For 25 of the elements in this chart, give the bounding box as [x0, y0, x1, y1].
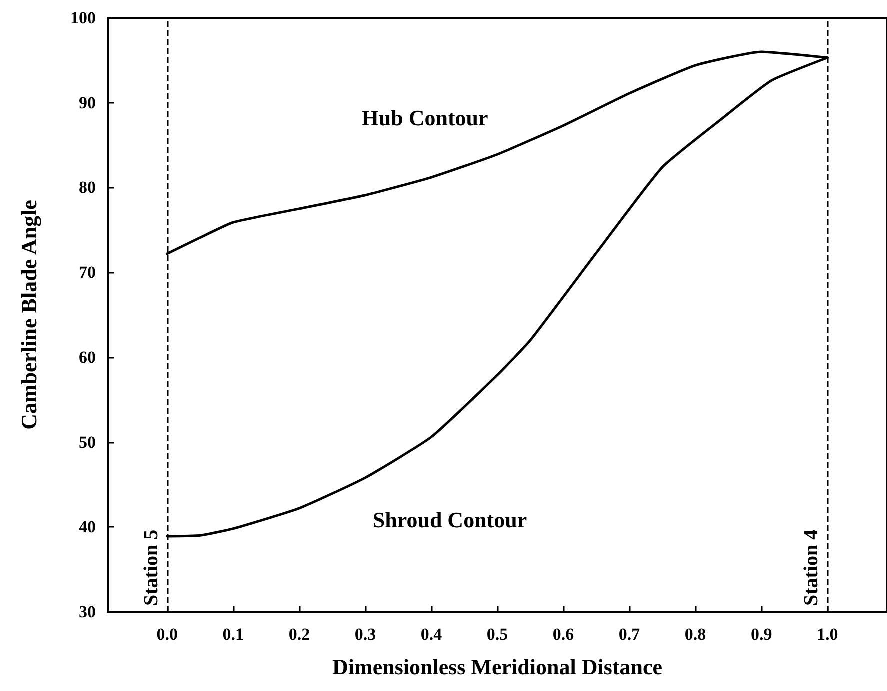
y-tick-label: 80: [79, 178, 96, 198]
ref-line-label: Station 4: [800, 530, 823, 606]
x-tick-label: 0.7: [618, 625, 641, 644]
x-tick-label: 0.8: [684, 625, 706, 644]
x-tick-label: 0.6: [552, 625, 574, 644]
y-tick-label: 60: [79, 348, 96, 367]
y-tick-label: 30: [79, 602, 96, 622]
y-tick-label: 50: [79, 432, 96, 452]
y-tick-label: 40: [79, 518, 96, 537]
y-axis-title: Camberline Blade Angle: [16, 200, 42, 430]
x-tick-label: 0.9: [750, 625, 772, 644]
x-tick-label: 1.0: [816, 625, 838, 644]
ref-line-label: Station 5: [140, 530, 162, 606]
x-tick-label: 0.5: [486, 625, 508, 644]
x-tick-label: 0.4: [420, 625, 443, 644]
y-tick-label: 90: [79, 93, 96, 112]
annotation: Hub Contour: [362, 106, 488, 130]
x-axis-title: Dimensionless Meridional Distance: [332, 654, 663, 680]
x-tick-label: 0.3: [354, 625, 376, 644]
y-tick-label: 70: [79, 263, 96, 282]
annotation: Shroud Contour: [372, 508, 528, 532]
x-tick-label: 0.2: [288, 625, 310, 644]
y-tick-label: 100: [70, 8, 96, 28]
x-tick-label: 0.1: [222, 625, 244, 644]
x-tick-label: 0.0: [156, 625, 178, 644]
